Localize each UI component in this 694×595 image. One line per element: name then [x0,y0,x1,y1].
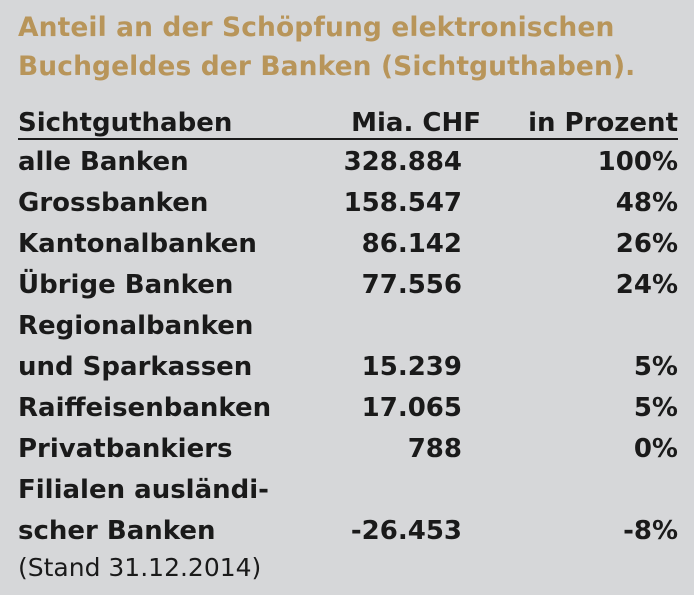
row-percent: -8% [623,516,678,546]
row-percent: 0% [633,434,678,464]
row-percent: 48% [615,188,678,218]
table-header: Sichtguthaben Mia. CHF in Prozent [18,105,678,142]
row-label: Übrige Banken [18,270,234,300]
row-percent: 26% [615,229,678,259]
header-sichtguthaben: Sichtguthaben [18,108,233,138]
row-value: 17.065 [361,393,462,423]
row-label: und Sparkassen [18,352,253,382]
header-percent: in Prozent [528,108,678,138]
table-row: scher Banken -26.453 -8% [18,511,678,552]
row-value: 788 [407,434,462,464]
table-row: und Sparkassen 15.239 5% [18,347,678,388]
table-row: Raiffeisenbanken 17.065 5% [18,388,678,429]
table-row: Grossbanken 158.547 48% [18,183,678,224]
title-line-1: Anteil an der Schöpfung elektronischen [18,12,615,43]
row-percent: 24% [615,270,678,300]
row-value: -26.453 [350,516,462,546]
row-label: Regionalbanken [18,311,254,341]
row-percent: 5% [633,393,678,423]
row-label: Filialen ausländi- [18,475,269,505]
table-row: alle Banken 328.884 100% [18,142,678,183]
row-value: 328.884 [343,147,462,177]
deposits-table: Sichtguthaben Mia. CHF in Prozent alle B… [18,105,678,552]
header-underline [18,138,678,140]
title-line-2: Buchgeldes der Banken (Sichtguthaben). [18,51,636,82]
table-row: Übrige Banken 77.556 24% [18,265,678,306]
row-percent: 100% [597,147,678,177]
page-title: Anteil an der Schöpfung elektronischen B… [18,8,683,86]
row-value: 77.556 [361,270,462,300]
row-value: 15.239 [361,352,462,382]
table-row: Kantonalbanken 86.142 26% [18,224,678,265]
row-label: scher Banken [18,516,216,546]
row-label: Raiffeisenbanken [18,393,272,423]
row-label: alle Banken [18,147,189,177]
date-footnote: (Stand 31.12.2014) [18,553,262,582]
row-value: 158.547 [343,188,462,218]
table-row: Filialen ausländi- [18,470,678,511]
header-mia-chf: Mia. CHF [351,108,481,138]
table-row: Regionalbanken [18,306,678,347]
row-label: Privatbankiers [18,434,233,464]
row-value: 86.142 [361,229,462,259]
row-label: Kantonalbanken [18,229,257,259]
row-percent: 5% [633,352,678,382]
row-label: Grossbanken [18,188,209,218]
table-row: Privatbankiers 788 0% [18,429,678,470]
